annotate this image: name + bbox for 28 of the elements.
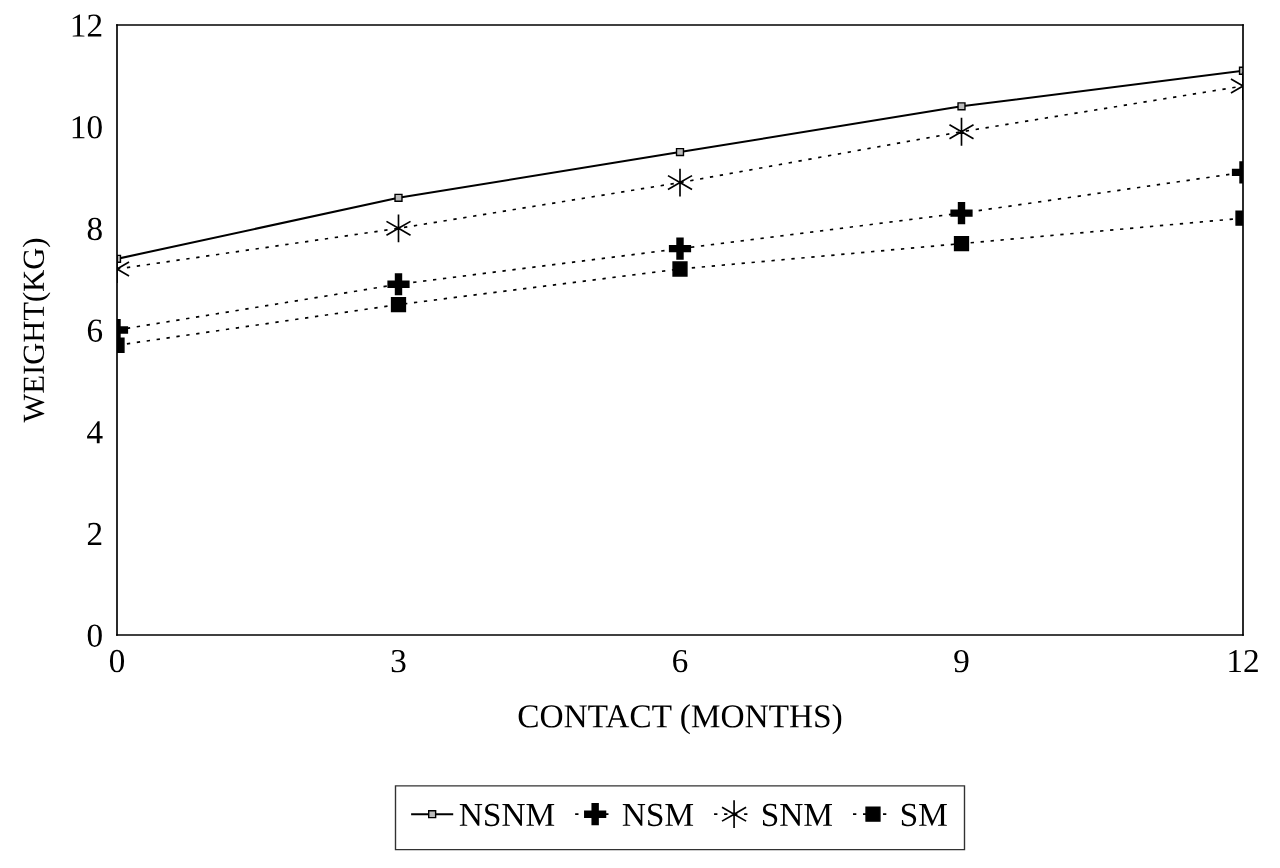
point [394, 193, 403, 203]
y-tick-label: 0 [87, 624, 102, 647]
point [950, 201, 973, 225]
x-tick-label: 6 [673, 649, 688, 673]
y-tick-label: 6 [87, 319, 103, 342]
legend-label: SM [901, 803, 947, 827]
x-tick-label: 9 [954, 649, 969, 673]
point [387, 273, 410, 296]
x-tick-label: 12 [1229, 649, 1258, 673]
point [672, 261, 688, 277]
y-tick-label: 10 [72, 116, 102, 139]
point [953, 235, 970, 252]
y-tick-label: 2 [87, 522, 102, 545]
x-tick-label: 0 [109, 649, 125, 673]
x-axis-title: CONTACT (MONTHS) [518, 704, 842, 735]
legend-label: NSNM [459, 803, 555, 827]
point [390, 296, 407, 313]
y-axis-title: WEIGHT(KG) [22, 238, 51, 423]
y-tick-label: 12 [72, 14, 102, 37]
legend-label: SNM [762, 803, 833, 827]
point [668, 237, 692, 260]
point [957, 102, 966, 111]
point [667, 167, 693, 198]
y-tick-label: 8 [87, 217, 102, 241]
x-tick-label: 3 [391, 649, 406, 673]
legend-label: NSM [622, 803, 694, 827]
point [675, 147, 685, 157]
y-tick-label: 4 [87, 421, 103, 444]
